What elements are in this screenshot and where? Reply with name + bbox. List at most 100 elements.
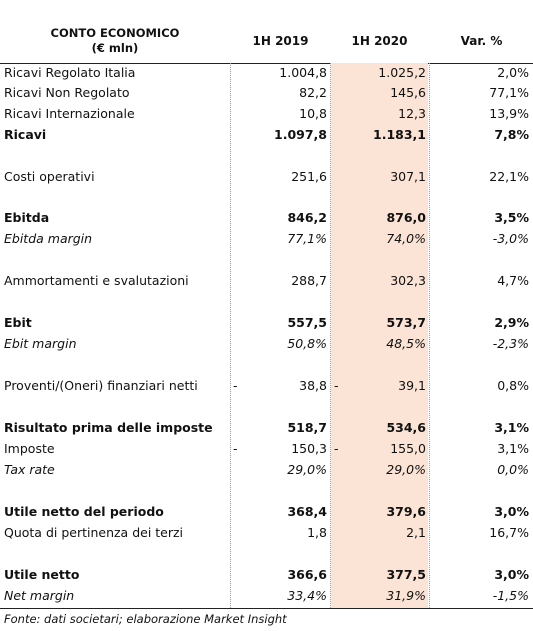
value-var-pct: 7,8% bbox=[494, 127, 529, 142]
value-var-pct: 3,0% bbox=[494, 504, 529, 519]
value-1h-2019: 1.004,8 bbox=[279, 65, 327, 80]
sign-1h-2020: - bbox=[334, 378, 339, 393]
value-1h-2020: 155,0 bbox=[390, 441, 426, 456]
value-var-pct: 22,1% bbox=[489, 169, 529, 184]
value-1h-2020: 302,3 bbox=[390, 273, 426, 288]
table-row: Ebitda margin 77,1% 74,0% -3,0% bbox=[0, 229, 533, 249]
row-label: Ebitda bbox=[4, 210, 50, 225]
value-1h-2019: 368,4 bbox=[287, 504, 327, 519]
value-var-pct: 3,1% bbox=[494, 420, 529, 435]
table-row: Utile netto 366,6 377,5 3,0% bbox=[0, 565, 533, 585]
value-1h-2020: 379,6 bbox=[386, 504, 426, 519]
row-label: Ricavi Regolato Italia bbox=[4, 65, 136, 80]
value-1h-2019: 518,7 bbox=[287, 420, 327, 435]
value-1h-2019: 1,8 bbox=[307, 525, 327, 540]
value-var-pct: 0,0% bbox=[497, 462, 529, 477]
value-1h-2020: 48,5% bbox=[386, 336, 426, 351]
table-row: Utile netto del periodo 368,4 379,6 3,0% bbox=[0, 502, 533, 522]
source-note: Fonte: dati societari; elaborazione Mark… bbox=[4, 612, 287, 626]
table-row: Ebitda 846,2 876,0 3,5% bbox=[0, 208, 533, 228]
value-var-pct: 2,9% bbox=[494, 315, 529, 330]
table-row: Quota di pertinenza dei terzi 1,8 2,1 16,7% bbox=[0, 523, 533, 543]
value-1h-2020: 1.025,2 bbox=[378, 65, 426, 80]
value-1h-2020: 12,3 bbox=[398, 106, 426, 121]
value-var-pct: 16,7% bbox=[489, 525, 529, 540]
value-1h-2019: 150,3 bbox=[291, 441, 327, 456]
value-1h-2019: 288,7 bbox=[291, 273, 327, 288]
table-row: Ricavi Internazionale 10,8 12,3 13,9% bbox=[0, 104, 533, 124]
value-1h-2020: 534,6 bbox=[386, 420, 426, 435]
sign-1h-2019: - bbox=[233, 441, 238, 456]
table-footer: Fonte: dati societari; elaborazione Mark… bbox=[0, 608, 533, 631]
value-var-pct: 3,5% bbox=[494, 210, 529, 225]
value-1h-2019: 77,1% bbox=[287, 231, 327, 246]
header-1h-2020: 1H 2020 bbox=[351, 34, 408, 48]
table-row: Proventi/(Oneri) finanziari netti -38,8-3… bbox=[0, 376, 533, 396]
row-label: Ebitda margin bbox=[4, 231, 93, 246]
table-row: Ammortamenti e svalutazioni 288,7 302,3 4,7… bbox=[0, 271, 533, 291]
value-var-pct: 77,1% bbox=[489, 85, 529, 100]
value-1h-2020: 573,7 bbox=[386, 315, 426, 330]
row-label: Ricavi bbox=[4, 127, 47, 142]
value-1h-2019: 50,8% bbox=[287, 336, 327, 351]
header-unit: (€ mln) bbox=[91, 41, 139, 55]
value-1h-2019: 38,8 bbox=[299, 378, 327, 393]
value-1h-2020: 39,1 bbox=[398, 378, 426, 393]
table-header: CONTO ECONOMICO (€ mln) 1H 2019 1H 2020 … bbox=[0, 0, 533, 64]
row-label: Ricavi Internazionale bbox=[4, 106, 135, 121]
value-var-pct: 0,8% bbox=[497, 378, 529, 393]
value-1h-2019: 10,8 bbox=[299, 106, 327, 121]
column-divider bbox=[230, 63, 231, 608]
row-label: Net margin bbox=[4, 588, 75, 603]
sign-1h-2019: - bbox=[233, 378, 238, 393]
value-var-pct: 13,9% bbox=[489, 106, 529, 121]
row-label: Ebit margin bbox=[4, 336, 77, 351]
value-1h-2019: 557,5 bbox=[287, 315, 327, 330]
value-1h-2019: 82,2 bbox=[299, 85, 327, 100]
header-var-pct: Var. % bbox=[460, 34, 503, 48]
value-1h-2020: 377,5 bbox=[386, 567, 426, 582]
value-var-pct: 3,0% bbox=[494, 567, 529, 582]
header-1h-2019: 1H 2019 bbox=[252, 34, 309, 48]
table-row: Ricavi Regolato Italia 1.004,8 1.025,2 2,0% bbox=[0, 63, 533, 83]
row-label: Utile netto del periodo bbox=[4, 504, 164, 519]
row-label: Ricavi Non Regolato bbox=[4, 85, 130, 100]
row-label: Costi operativi bbox=[4, 169, 95, 184]
table-row: Ricavi Non Regolato 82,2 145,6 77,1% bbox=[0, 83, 533, 103]
highlight-column-2020 bbox=[331, 63, 428, 608]
value-1h-2020: 1.183,1 bbox=[373, 127, 426, 142]
header-title: CONTO ECONOMICO bbox=[50, 26, 180, 40]
table-row: Net margin 33,4% 31,9% -1,5% bbox=[0, 586, 533, 606]
value-var-pct: 2,0% bbox=[497, 65, 529, 80]
column-divider bbox=[330, 63, 331, 608]
table-row: Ricavi 1.097,8 1.183,1 7,8% bbox=[0, 125, 533, 145]
value-1h-2020: 29,0% bbox=[386, 462, 426, 477]
header-label: CONTO ECONOMICO (€ mln) bbox=[0, 26, 230, 56]
table-row: Risultato prima delle imposte 518,7 534,6 3… bbox=[0, 418, 533, 438]
value-var-pct: -2,3% bbox=[492, 336, 529, 351]
row-label: Ebit bbox=[4, 315, 32, 330]
table-row: Ebit margin 50,8% 48,5% -2,3% bbox=[0, 334, 533, 354]
table-row: Ebit 557,5 573,7 2,9% bbox=[0, 313, 533, 333]
value-1h-2020: 31,9% bbox=[386, 588, 426, 603]
table-row: Tax rate 29,0% 29,0% 0,0% bbox=[0, 460, 533, 480]
value-1h-2020: 307,1 bbox=[390, 169, 426, 184]
row-label: Ammortamenti e svalutazioni bbox=[4, 273, 189, 288]
row-label: Tax rate bbox=[4, 462, 55, 477]
value-1h-2020: 74,0% bbox=[386, 231, 426, 246]
value-1h-2019: 29,0% bbox=[287, 462, 327, 477]
value-1h-2020: 145,6 bbox=[390, 85, 426, 100]
row-label: Imposte bbox=[4, 441, 55, 456]
value-1h-2020: 876,0 bbox=[386, 210, 426, 225]
row-label: Quota di pertinenza dei terzi bbox=[4, 525, 184, 540]
value-1h-2019: 33,4% bbox=[287, 588, 327, 603]
value-1h-2019: 366,6 bbox=[287, 567, 327, 582]
value-1h-2019: 846,2 bbox=[287, 210, 327, 225]
value-1h-2020: 2,1 bbox=[406, 525, 426, 540]
column-divider bbox=[429, 63, 430, 608]
value-var-pct: 3,1% bbox=[497, 441, 529, 456]
value-var-pct: 4,7% bbox=[497, 273, 529, 288]
table-row: Imposte -150,3-155,0 3,1% bbox=[0, 439, 533, 459]
row-label: Risultato prima delle imposte bbox=[4, 420, 213, 435]
